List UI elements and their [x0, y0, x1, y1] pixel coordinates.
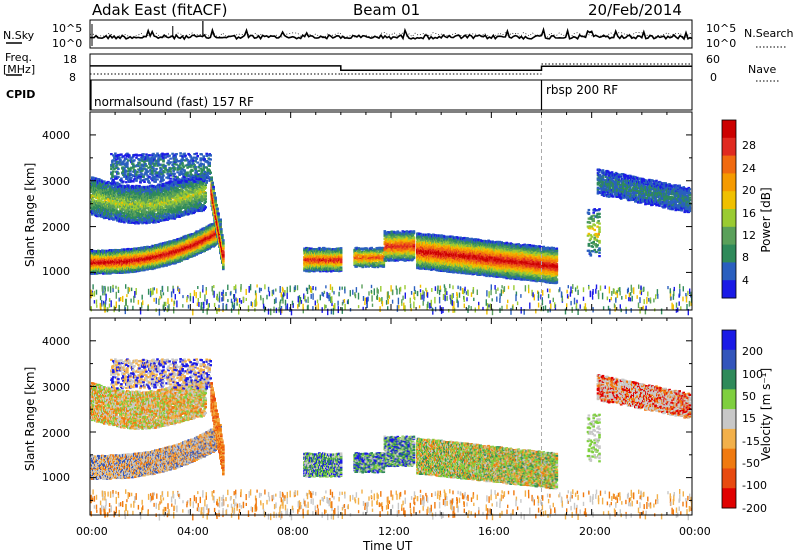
- power-colorbar-swatch: [722, 156, 736, 174]
- velocity-colorbar-swatch: [722, 409, 736, 429]
- power-colorbar-swatch: [722, 262, 736, 280]
- frequency-series: [90, 66, 692, 70]
- velocity-colorbar-swatch: [722, 468, 736, 488]
- power-colorbar-swatch: [722, 138, 736, 156]
- velocity-colorbar-swatch: [722, 488, 736, 508]
- velocity-colorbar-swatch: [722, 389, 736, 409]
- velocity-colorbar-swatch: [722, 370, 736, 390]
- power-colorbar-swatch: [722, 191, 736, 209]
- power-colorbar-swatch: [722, 209, 736, 227]
- cpid-panel-frame: [90, 80, 692, 110]
- velocity-colorbar-swatch: [722, 350, 736, 370]
- noise-sky-series: [90, 30, 692, 39]
- velocity-echo-cells: [90, 358, 692, 521]
- velocity-colorbar-swatch: [722, 330, 736, 350]
- velocity-colorbar-swatch: [722, 429, 736, 449]
- power-colorbar-swatch: [722, 120, 736, 138]
- power-colorbar-swatch: [722, 173, 736, 191]
- power-colorbar-swatch: [722, 280, 736, 298]
- radar-plot: [0, 0, 800, 554]
- power-colorbar-swatch: [722, 227, 736, 245]
- noise-panel-frame: [90, 20, 692, 48]
- power-echo-cells: [90, 152, 692, 315]
- velocity-colorbar-swatch: [722, 449, 736, 469]
- power-colorbar-swatch: [722, 245, 736, 263]
